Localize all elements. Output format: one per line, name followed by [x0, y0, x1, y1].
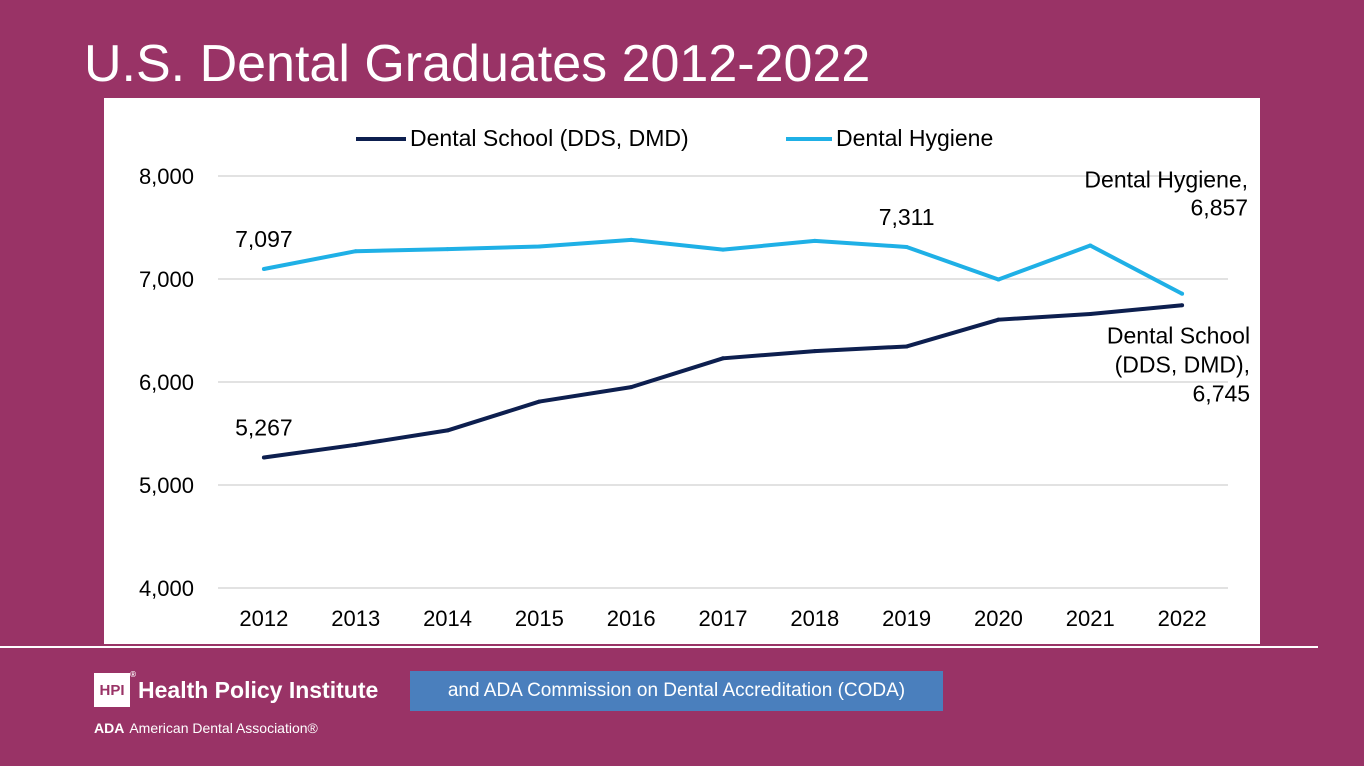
- ada-logo-name: American Dental Association®: [129, 720, 318, 736]
- data-label: 5,267: [235, 414, 293, 440]
- data-point: [261, 455, 266, 460]
- data-label: 7,097: [235, 226, 293, 252]
- hpi-logo-abbr: HPI: [99, 681, 125, 699]
- x-tick-label: 2015: [515, 606, 564, 631]
- hpi-logo: HPI ® Health Policy Institute: [94, 670, 379, 708]
- x-tick-label: 2013: [331, 606, 380, 631]
- data-point: [629, 385, 634, 390]
- y-tick-label: 4,000: [139, 576, 194, 601]
- x-tick-label: 2022: [1158, 606, 1207, 631]
- x-tick-label: 2019: [882, 606, 931, 631]
- data-point: [904, 344, 909, 349]
- data-label: 7,311: [879, 204, 935, 230]
- data-label: 6,745: [1193, 380, 1251, 406]
- slide-title: U.S. Dental Graduates 2012-2022: [84, 35, 871, 93]
- y-tick-label: 6,000: [139, 370, 194, 395]
- x-tick-label: 2020: [974, 606, 1023, 631]
- x-tick-label: 2014: [423, 606, 472, 631]
- footer-divider: [0, 646, 1318, 648]
- data-point: [537, 244, 542, 249]
- line-chart: 4,000 5,000 6,000 7,000 8,000 2012 2013 2014 201…: [139, 125, 1251, 631]
- data-point: [721, 247, 725, 252]
- x-tick-label: 2018: [790, 606, 839, 631]
- data-point: [996, 277, 1001, 282]
- data-point: [1088, 312, 1093, 317]
- ada-logo: ADA American Dental Association®: [94, 720, 318, 736]
- x-tick-label: 2017: [699, 606, 748, 631]
- x-tick-label: 2021: [1066, 606, 1115, 631]
- y-tick-label: 5,000: [139, 473, 194, 498]
- data-label: Dental School: [1107, 322, 1250, 348]
- data-point: [1180, 291, 1185, 296]
- data-label: (DDS, DMD),: [1115, 351, 1250, 377]
- x-tick-label: 2012: [239, 606, 288, 631]
- ada-logo-abbr: ADA: [94, 720, 125, 736]
- y-tick-label: 8,000: [139, 164, 194, 189]
- legend-label: Dental Hygiene: [836, 125, 993, 151]
- data-point: [353, 442, 358, 447]
- legend-label: Dental School (DDS, DMD): [410, 125, 689, 151]
- hpi-logo-registered: ®: [130, 670, 136, 679]
- data-label: 6,857: [1191, 195, 1249, 221]
- x-tick-label: 2016: [607, 606, 656, 631]
- data-point: [445, 428, 450, 433]
- data-point: [904, 244, 909, 249]
- data-label: Dental Hygiene,: [1084, 167, 1248, 193]
- source-note: and ADA Commission on Dental Accreditati…: [410, 671, 943, 711]
- data-point: [261, 267, 266, 272]
- data-point: [353, 249, 358, 254]
- hpi-logo-name: Health Policy Institute: [138, 676, 379, 703]
- chart-panel: 4,000 5,000 6,000 7,000 8,000 2012 2013 2014 201…: [104, 98, 1260, 644]
- hpi-logo-mark: HPI ®: [94, 670, 136, 707]
- data-point: [721, 356, 725, 361]
- data-point: [1180, 303, 1185, 308]
- data-point: [629, 237, 634, 242]
- data-point: [812, 349, 817, 354]
- data-point: [537, 399, 542, 404]
- data-point: [1088, 243, 1093, 248]
- data-point: [996, 317, 1001, 322]
- y-tick-label: 7,000: [139, 267, 194, 292]
- data-point: [812, 238, 817, 243]
- data-point: [445, 247, 450, 252]
